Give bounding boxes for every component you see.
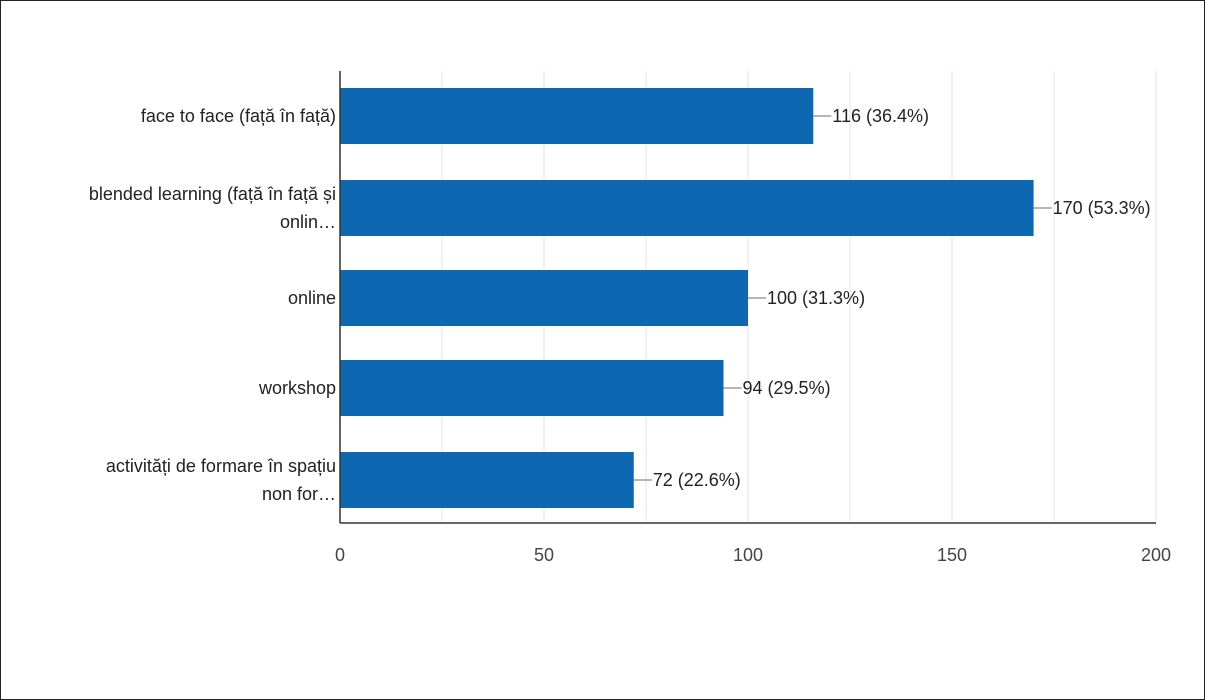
bar <box>340 180 1034 236</box>
category-label: onlin… <box>280 212 336 232</box>
x-tick-label: 200 <box>1141 545 1171 565</box>
data-label: 116 (36.4%) <box>832 106 929 126</box>
data-label: 72 (22.6%) <box>653 470 741 490</box>
category-label: workshop <box>258 378 336 398</box>
x-tick-label: 50 <box>534 545 554 565</box>
category-label: activități de formare în spațiu <box>106 456 336 476</box>
bar <box>340 360 724 416</box>
data-label: 100 (31.3%) <box>767 288 865 308</box>
category-label: blended learning (față în față și <box>89 184 336 204</box>
data-label: 170 (53.3%) <box>1053 198 1151 218</box>
category-label: online <box>288 288 336 308</box>
x-tick-label: 100 <box>733 545 763 565</box>
x-tick-label: 0 <box>335 545 345 565</box>
data-label: 94 (29.5%) <box>743 378 831 398</box>
category-label: face to face (față în față) <box>141 106 336 126</box>
bar <box>340 270 748 326</box>
x-tick-label: 150 <box>937 545 967 565</box>
category-label: non for… <box>262 484 336 504</box>
bar <box>340 452 634 508</box>
bar <box>340 88 814 144</box>
